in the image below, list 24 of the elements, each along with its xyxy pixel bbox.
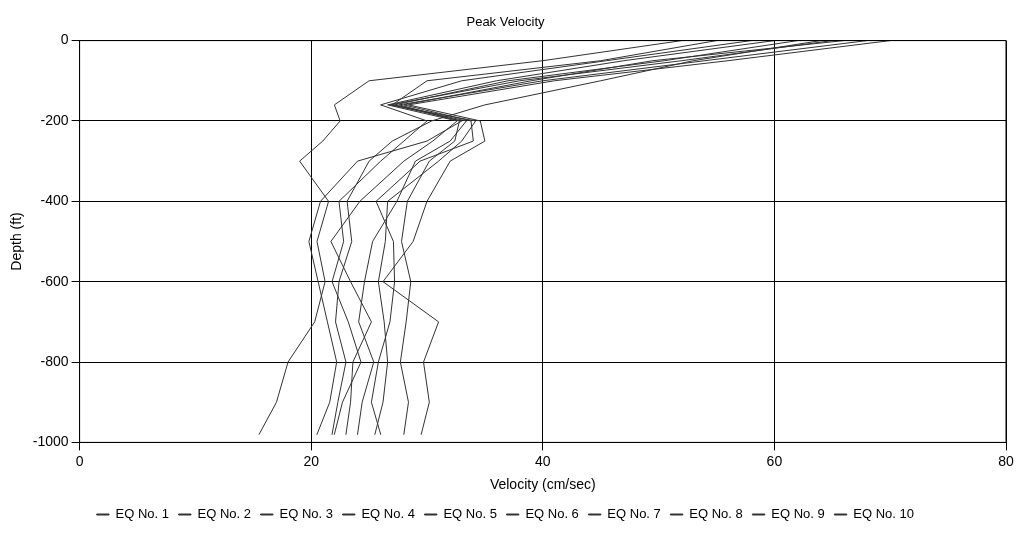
x-tick-label: 40 xyxy=(535,452,551,469)
x-tick-label: 60 xyxy=(766,452,783,469)
y-tick-label: -1000 xyxy=(32,433,69,450)
y-tick-label: -200 xyxy=(40,111,69,128)
legend-label: EQ No. 7 xyxy=(607,506,661,522)
x-tick-label: 80 xyxy=(998,452,1014,469)
legend-label: EQ No. 8 xyxy=(689,506,743,522)
legend-label: EQ No. 10 xyxy=(853,506,914,522)
x-axis-title: Velocity (cm/sec) xyxy=(489,476,596,493)
legend-label: EQ No. 9 xyxy=(771,506,825,522)
y-axis-title: Depth (ft) xyxy=(8,212,25,271)
y-tick-label: -800 xyxy=(40,352,69,369)
y-tick-label: 0 xyxy=(60,31,69,48)
x-tick-label: 0 xyxy=(75,452,84,469)
legend-label: EQ No. 2 xyxy=(197,506,251,522)
legend-label: EQ No. 5 xyxy=(443,506,497,522)
legend-label: EQ No. 1 xyxy=(115,506,170,522)
chart-title: Peak Velocity xyxy=(466,14,546,30)
legend-label: EQ No. 3 xyxy=(279,506,333,522)
y-tick-label: -600 xyxy=(40,272,69,289)
y-tick-label: -400 xyxy=(40,192,69,209)
legend-label: EQ No. 6 xyxy=(525,506,579,522)
legend-label: EQ No. 4 xyxy=(361,506,415,522)
x-tick-label: 20 xyxy=(303,452,320,469)
